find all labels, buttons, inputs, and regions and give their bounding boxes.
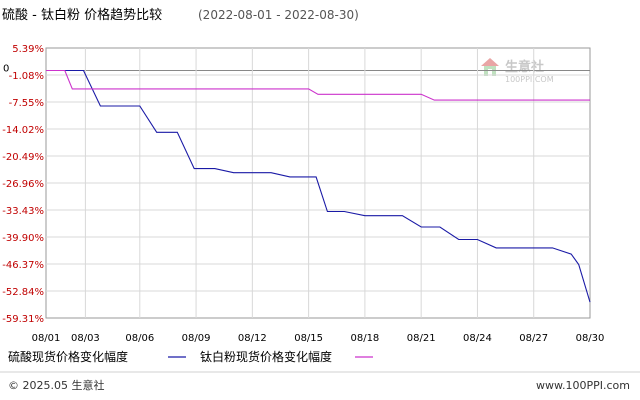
x-tick-label: 08/24 <box>463 333 492 344</box>
y-tick-label: 5.39% <box>12 44 44 55</box>
x-tick-label: 08/15 <box>294 333 323 344</box>
x-tick-label: 08/27 <box>519 333 548 344</box>
y-tick-label: -14.02% <box>2 125 44 136</box>
zero-label: 0 <box>3 63 9 74</box>
y-axis-ticks: 5.39% -1.08% -7.55% -14.02% -20.49% -26.96% -3… <box>2 44 44 325</box>
watermark-url: 100PPI.COM <box>505 75 554 84</box>
x-axis-ticks: 08/01 08/03 08/06 08/09 08/12 08/15 08/18 08/21… <box>32 333 605 344</box>
house-door-icon <box>488 69 492 76</box>
x-tick-label: 08/03 <box>71 333 100 344</box>
x-tick-label: 08/01 <box>32 333 61 344</box>
y-tick-label: -52.84% <box>2 287 44 298</box>
footer-site-link[interactable]: www.100PPI.com <box>536 379 630 392</box>
chart-date-range: (2022-08-01 - 2022-08-30) <box>198 8 359 22</box>
series-line-2 <box>46 69 590 101</box>
x-tick-label: 08/06 <box>125 333 154 344</box>
footer-copyright: © 2025.05 生意社 <box>8 378 104 392</box>
y-tick-label: -7.55% <box>9 98 44 109</box>
x-tick-label: 08/18 <box>350 333 379 344</box>
legend-label-series-1: 硫酸现货价格变化幅度 <box>8 349 128 364</box>
watermark-logo: 生意社 100PPI.COM <box>481 58 554 84</box>
watermark-name: 生意社 <box>505 59 544 75</box>
y-tick-label: -26.96% <box>2 179 44 190</box>
y-tick-label: -20.49% <box>2 152 44 163</box>
y-tick-label: -1.08% <box>9 71 44 82</box>
x-tick-label: 08/09 <box>182 333 211 344</box>
chart-title: 硫酸 - 钛白粉 价格趋势比较 <box>2 7 162 23</box>
y-tick-label: -59.31% <box>2 314 44 325</box>
legend-label-series-2: 钛白粉现货价格变化幅度 <box>200 349 332 364</box>
x-tick-label: 08/21 <box>407 333 436 344</box>
series-layer <box>46 69 591 303</box>
y-tick-label: -46.37% <box>2 260 44 271</box>
x-tick-label: 08/12 <box>238 333 267 344</box>
y-tick-label: -39.90% <box>2 233 44 244</box>
house-roof-icon <box>481 58 499 66</box>
x-tick-label: 08/30 <box>576 333 605 344</box>
series-line-1 <box>46 69 591 303</box>
y-tick-label: -33.43% <box>2 206 44 217</box>
legend: 硫酸现货价格变化幅度 钛白粉现货价格变化幅度 <box>8 349 373 364</box>
